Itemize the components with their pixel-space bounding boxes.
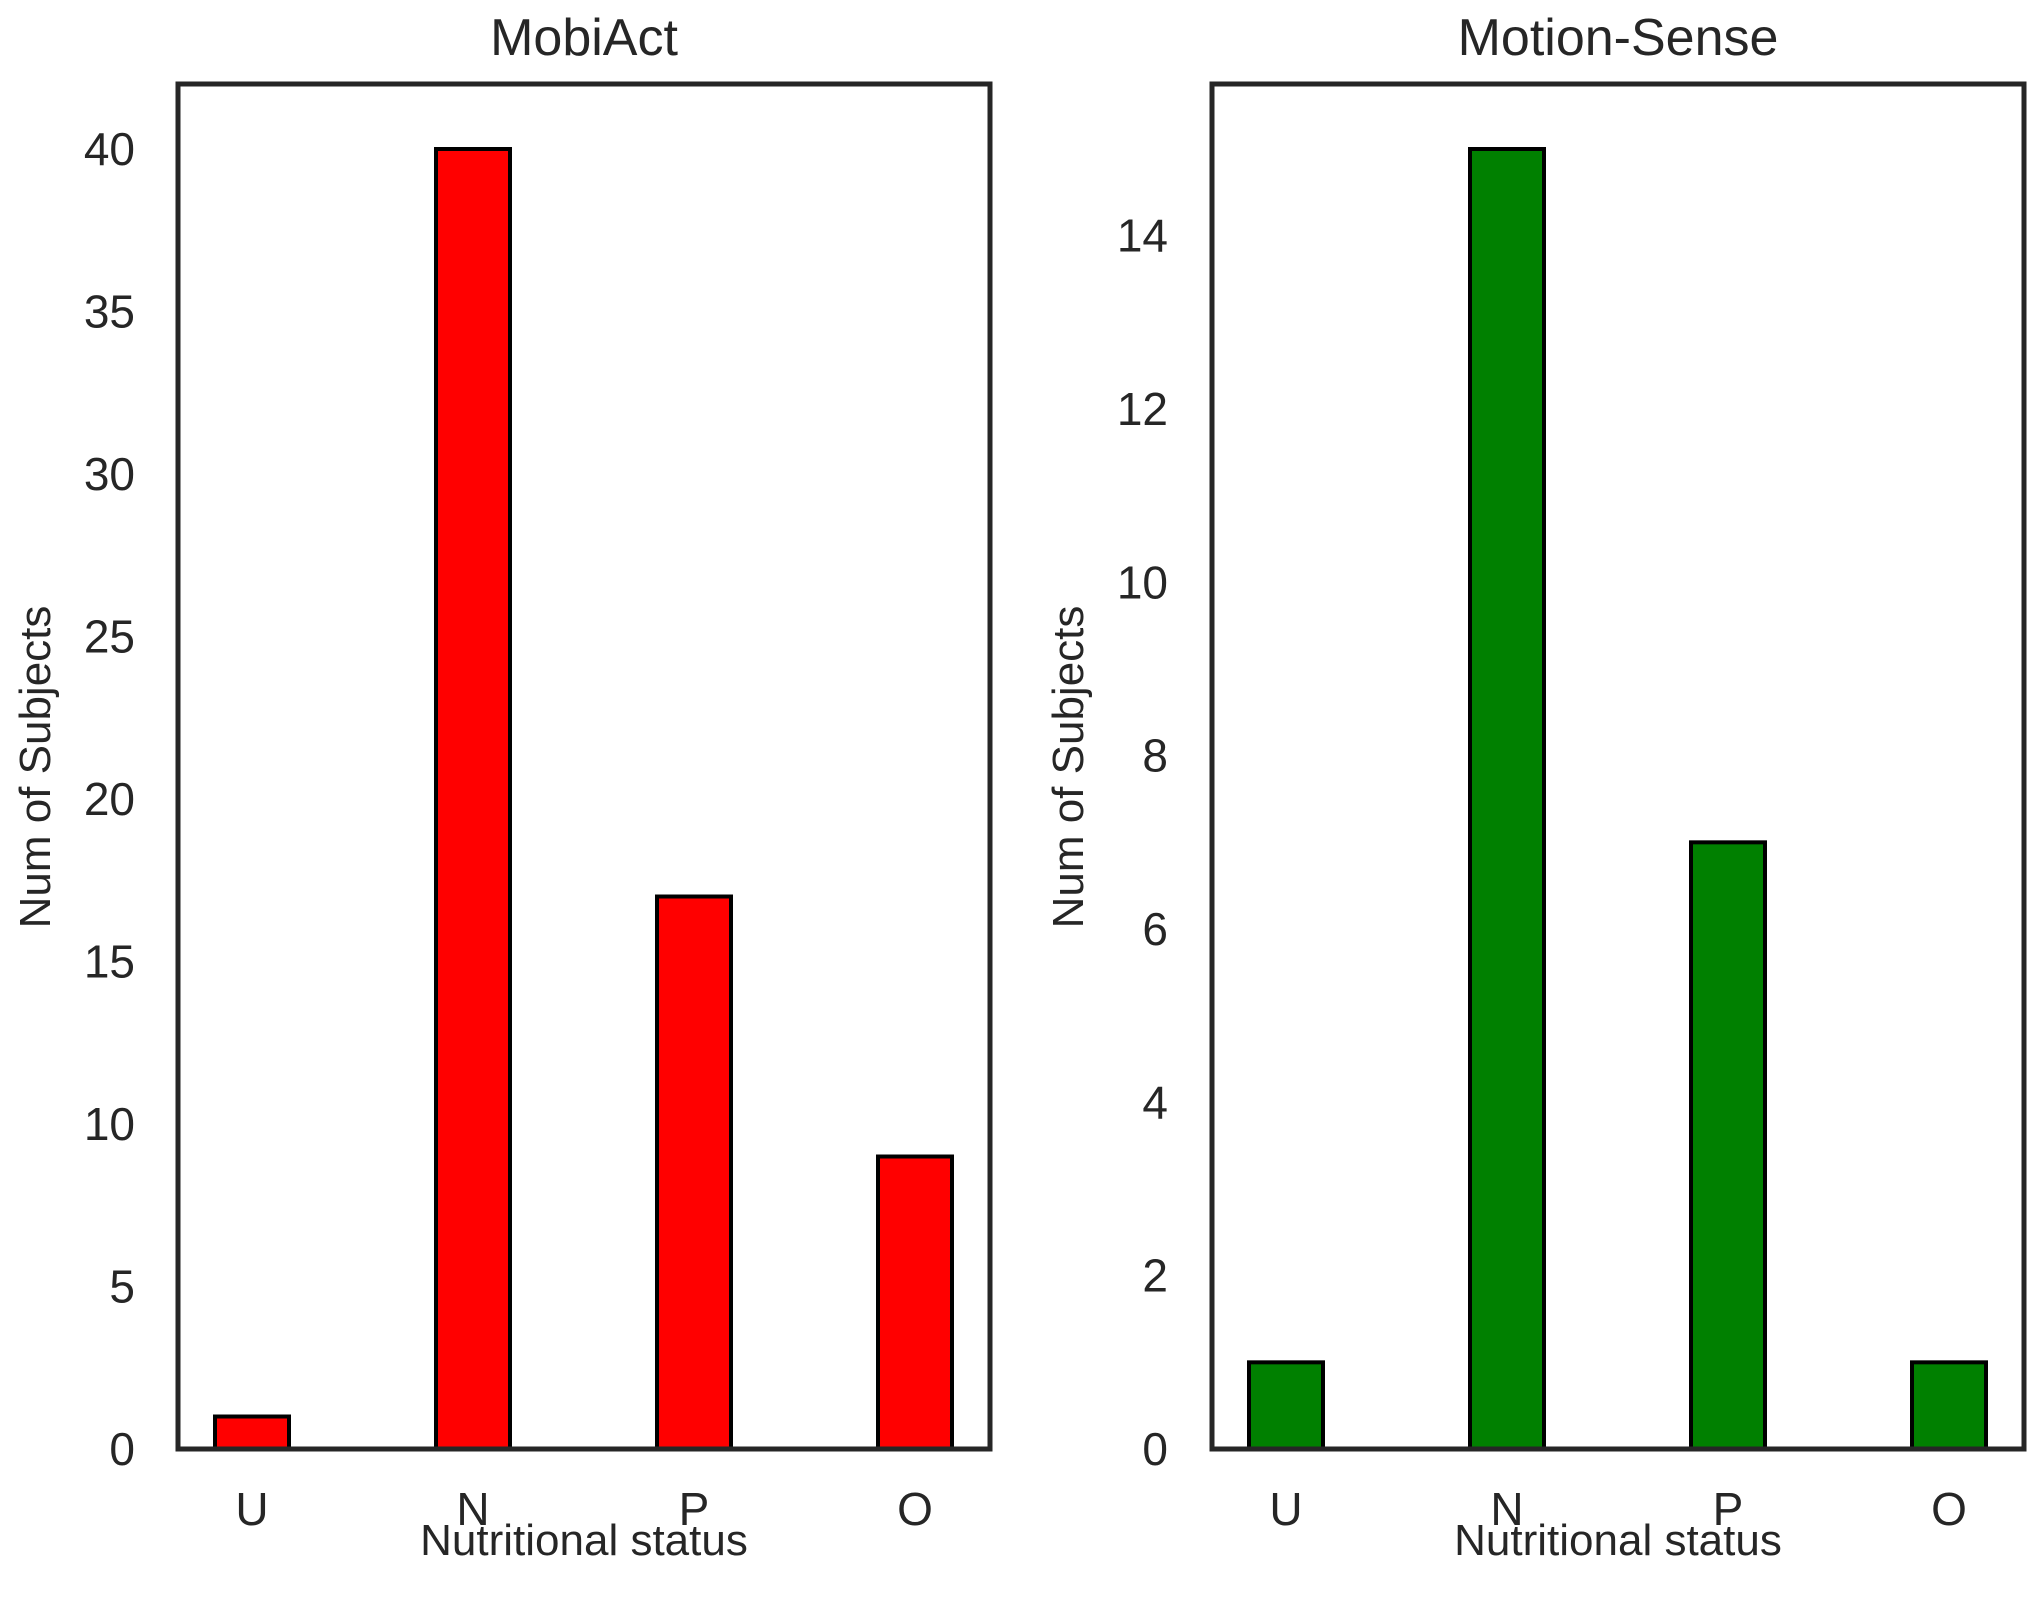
- y-tick-labels: 0 2 4 6 8 10 12 14: [1117, 210, 1168, 1475]
- chart-panel-motion-sense: Motion-Sense Num of Subjects Nutritional…: [1044, 9, 2027, 1565]
- y-tick-labels: 0 5 10 15 20 25 30 35 40: [84, 123, 135, 1475]
- y-tick-label: 6: [1142, 903, 1168, 955]
- y-tick-label: 40: [84, 123, 135, 175]
- bar-O: [1910, 1360, 1988, 1452]
- chart-panel-mobiact: MobiAct Num of Subjects Nutritional stat…: [11, 9, 993, 1565]
- x-tick-label: O: [1931, 1483, 1967, 1535]
- y-tick-label: 10: [1117, 556, 1168, 608]
- y-tick-label: 15: [84, 936, 135, 988]
- bar-U: [1247, 1360, 1325, 1452]
- y-tick-label: 14: [1117, 210, 1168, 262]
- x-axis-label: Nutritional status: [420, 1516, 748, 1565]
- x-tick-label: U: [1269, 1483, 1302, 1535]
- y-tick-label: 2: [1142, 1250, 1168, 1302]
- y-tick-label: 20: [84, 773, 135, 825]
- y-tick-label: 5: [109, 1261, 135, 1313]
- y-tick-label: 10: [84, 1098, 135, 1150]
- bar-P: [655, 894, 733, 1451]
- x-tick-label: U: [235, 1483, 268, 1535]
- y-tick-label: 30: [84, 448, 135, 500]
- x-tick-label: P: [1713, 1483, 1744, 1535]
- y-tick-label: 12: [1117, 383, 1168, 435]
- plot-frame: [175, 81, 993, 1452]
- y-tick-label: 4: [1142, 1076, 1168, 1128]
- x-tick-label: O: [897, 1483, 933, 1535]
- y-axis-label: Num of Subjects: [1044, 606, 1093, 929]
- y-axis-label: Num of Subjects: [11, 606, 60, 929]
- y-tick-label: 25: [84, 611, 135, 663]
- bar-N: [1468, 147, 1546, 1451]
- x-axis-label: Nutritional status: [1454, 1516, 1782, 1565]
- bar-group: [213, 147, 954, 1451]
- bar-U: [213, 1414, 291, 1451]
- bar-P: [1689, 840, 1767, 1451]
- bar-O: [876, 1154, 954, 1451]
- chart-title: MobiAct: [490, 9, 678, 67]
- bar-group: [1247, 147, 1988, 1452]
- x-tick-label: P: [679, 1483, 710, 1535]
- plot-frame: [1209, 81, 2027, 1452]
- x-tick-label: N: [456, 1483, 489, 1535]
- y-tick-label: 8: [1142, 730, 1168, 782]
- x-tick-label: N: [1490, 1483, 1523, 1535]
- y-tick-label: 0: [1142, 1423, 1168, 1475]
- y-tick-label: 35: [84, 286, 135, 338]
- y-tick-label: 0: [109, 1423, 135, 1475]
- chart-title: Motion-Sense: [1458, 9, 1779, 67]
- bar-N: [434, 147, 512, 1451]
